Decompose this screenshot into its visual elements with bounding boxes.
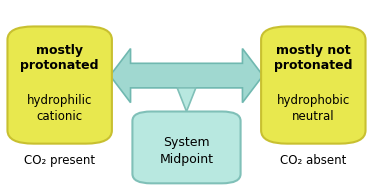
- FancyBboxPatch shape: [7, 26, 112, 144]
- FancyBboxPatch shape: [261, 26, 366, 144]
- FancyBboxPatch shape: [132, 112, 241, 183]
- Polygon shape: [110, 49, 263, 103]
- Text: System
Midpoint: System Midpoint: [160, 136, 213, 166]
- Text: mostly
protonated: mostly protonated: [21, 44, 99, 72]
- Text: mostly not
protonated: mostly not protonated: [274, 44, 352, 72]
- Polygon shape: [177, 88, 196, 112]
- Text: hydrophobic
neutral: hydrophobic neutral: [277, 94, 350, 123]
- Text: hydrophilic
cationic: hydrophilic cationic: [27, 94, 93, 123]
- Text: CO₂ present: CO₂ present: [24, 154, 95, 167]
- Text: CO₂ absent: CO₂ absent: [280, 154, 347, 167]
